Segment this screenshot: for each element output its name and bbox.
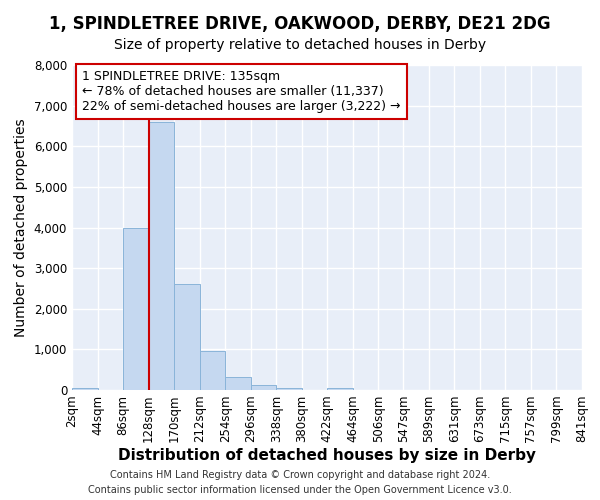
Bar: [328, 388, 353, 390]
Bar: [149, 122, 174, 390]
X-axis label: Distribution of detached houses by size in Derby: Distribution of detached houses by size …: [118, 448, 536, 463]
Bar: [123, 228, 149, 390]
Text: Contains public sector information licensed under the Open Government Licence v3: Contains public sector information licen…: [88, 485, 512, 495]
Text: Contains HM Land Registry data © Crown copyright and database right 2024.: Contains HM Land Registry data © Crown c…: [110, 470, 490, 480]
Bar: [72, 388, 98, 390]
Bar: [276, 388, 302, 390]
Bar: [174, 284, 200, 390]
Y-axis label: Number of detached properties: Number of detached properties: [14, 118, 28, 337]
Bar: [200, 352, 225, 390]
Bar: [225, 376, 251, 390]
Text: 1, SPINDLETREE DRIVE, OAKWOOD, DERBY, DE21 2DG: 1, SPINDLETREE DRIVE, OAKWOOD, DERBY, DE…: [49, 15, 551, 33]
Text: 1 SPINDLETREE DRIVE: 135sqm
← 78% of detached houses are smaller (11,337)
22% of: 1 SPINDLETREE DRIVE: 135sqm ← 78% of det…: [82, 70, 401, 113]
Bar: [251, 384, 276, 390]
Text: Size of property relative to detached houses in Derby: Size of property relative to detached ho…: [114, 38, 486, 52]
